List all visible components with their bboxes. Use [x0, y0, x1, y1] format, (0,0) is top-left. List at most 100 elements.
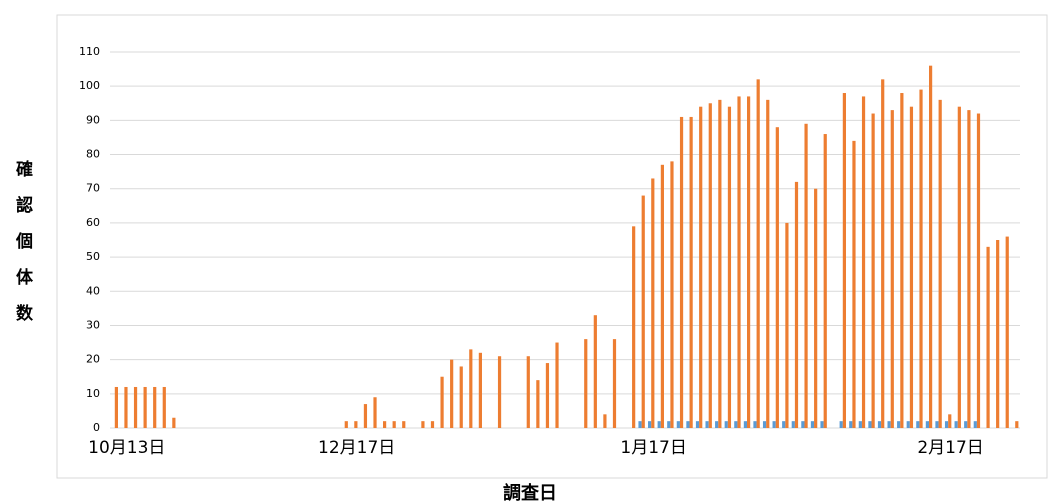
bar: [794, 181, 799, 428]
bar: [916, 421, 920, 428]
bar: [782, 421, 786, 428]
bar: [699, 106, 703, 428]
bar: [900, 93, 904, 428]
bar: [842, 93, 846, 428]
y-axis-title: 確認個体数: [12, 159, 34, 340]
bar: [133, 386, 138, 428]
y-tick-label: 60: [86, 216, 100, 229]
bar: [747, 96, 751, 428]
x-tick-label: 10月13日: [88, 438, 165, 458]
bar: [536, 380, 540, 428]
bar: [648, 421, 652, 428]
bar: [584, 339, 588, 428]
bar: [976, 113, 981, 428]
bar: [686, 421, 690, 428]
bar: [762, 421, 767, 428]
bar: [1005, 236, 1009, 428]
bar: [459, 366, 463, 428]
bar: [881, 79, 885, 428]
bar: [801, 421, 805, 428]
y-tick-label: 80: [86, 148, 100, 161]
bar: [660, 164, 664, 429]
bar: [785, 222, 789, 428]
bar: [430, 421, 435, 428]
bar: [708, 103, 712, 428]
bar: [727, 106, 732, 428]
x-tick-label: 1月17日: [620, 438, 686, 458]
bar: [909, 106, 914, 428]
bar: [775, 127, 779, 428]
y-tick-label: 30: [86, 318, 100, 331]
bar: [948, 414, 952, 428]
bar: [421, 421, 425, 428]
bar: [657, 421, 661, 428]
bar: [363, 404, 368, 428]
bar: [804, 123, 808, 429]
bar: [791, 421, 795, 428]
bar: [957, 106, 961, 428]
bar: [967, 110, 971, 428]
bar: [772, 421, 776, 428]
bar: [871, 113, 875, 428]
bar: [545, 363, 550, 428]
y-tick-label: 70: [86, 182, 100, 195]
bar: [143, 386, 147, 428]
y-tick-label: 100: [79, 79, 100, 92]
bar: [402, 421, 406, 428]
x-axis-title: 調査日: [503, 482, 557, 503]
bar: [954, 421, 958, 428]
bar: [162, 386, 166, 428]
bar: [526, 356, 530, 428]
bar: [676, 421, 680, 428]
bar: [695, 421, 700, 428]
bar: [1015, 421, 1019, 428]
bar: [814, 188, 818, 428]
bar: [890, 110, 894, 428]
bar: [344, 421, 348, 428]
bar: [753, 421, 757, 428]
bar: [743, 421, 747, 428]
bar: [929, 65, 933, 428]
bar: [887, 421, 891, 428]
bar: [373, 397, 377, 428]
bar: [450, 359, 454, 428]
y-tick-label: 110: [79, 45, 100, 58]
bar: [715, 421, 719, 428]
bar: [632, 226, 636, 428]
bar: [383, 421, 387, 428]
bar: [877, 421, 882, 428]
bar: [925, 421, 929, 428]
bar: [861, 96, 866, 428]
bar: [497, 356, 502, 428]
y-tick-label: 40: [86, 284, 100, 297]
bar: [114, 386, 118, 428]
bar: [996, 240, 1000, 428]
bar: [392, 421, 396, 428]
y-tick-label: 10: [86, 387, 100, 400]
bar: [651, 178, 655, 428]
bar: [718, 99, 722, 428]
bar: [868, 421, 872, 428]
bar: [756, 79, 760, 428]
bar: [689, 116, 693, 428]
bar: [849, 421, 853, 428]
bar: [935, 421, 939, 428]
bar: [919, 89, 923, 428]
bar: [852, 140, 856, 428]
bar: [705, 421, 709, 428]
bar: [603, 414, 607, 428]
y-tick-label: 50: [86, 250, 100, 263]
x-tick-label: 12月17日: [318, 438, 395, 458]
x-tick-label: 2月17日: [917, 438, 983, 458]
bar: [823, 134, 827, 428]
bar: [124, 386, 128, 428]
bar: [906, 421, 910, 428]
bar: [612, 339, 617, 428]
bar: [172, 417, 176, 428]
bar: [593, 315, 597, 428]
bar: [679, 116, 684, 428]
bar: [810, 421, 815, 428]
bar: [354, 421, 358, 428]
